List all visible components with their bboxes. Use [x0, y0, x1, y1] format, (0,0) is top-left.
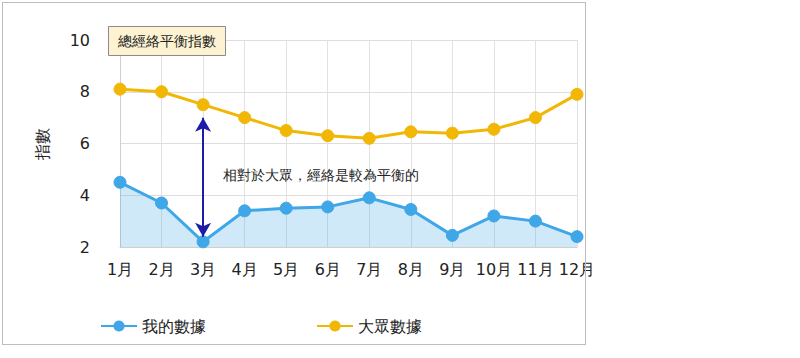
svg-text:大眾數據: 大眾數據: [358, 317, 422, 336]
svg-text:指數: 指數: [33, 128, 52, 161]
svg-text:8: 8: [80, 82, 90, 101]
svg-text:3月: 3月: [190, 260, 216, 279]
svg-text:10月: 10月: [476, 260, 512, 279]
svg-text:11月: 11月: [517, 260, 553, 279]
svg-text:8月: 8月: [398, 260, 424, 279]
svg-text:7月: 7月: [356, 260, 382, 279]
svg-text:9月: 9月: [439, 260, 465, 279]
svg-text:6月: 6月: [315, 260, 341, 279]
svg-text:總經絡平衡指數: 總經絡平衡指數: [117, 33, 216, 49]
svg-text:我的數據: 我的數據: [142, 317, 206, 336]
svg-text:4月: 4月: [232, 260, 258, 279]
svg-text:12月: 12月: [559, 260, 595, 279]
svg-text:5月: 5月: [273, 260, 299, 279]
svg-text:6: 6: [80, 134, 90, 153]
svg-text:4: 4: [80, 186, 90, 205]
svg-text:2月: 2月: [148, 260, 174, 279]
svg-text:10: 10: [70, 31, 90, 50]
svg-text:相對於大眾，經絡是較為平衡的: 相對於大眾，經絡是較為平衡的: [223, 167, 419, 183]
svg-text:2: 2: [80, 238, 90, 257]
svg-text:1月: 1月: [107, 260, 133, 279]
